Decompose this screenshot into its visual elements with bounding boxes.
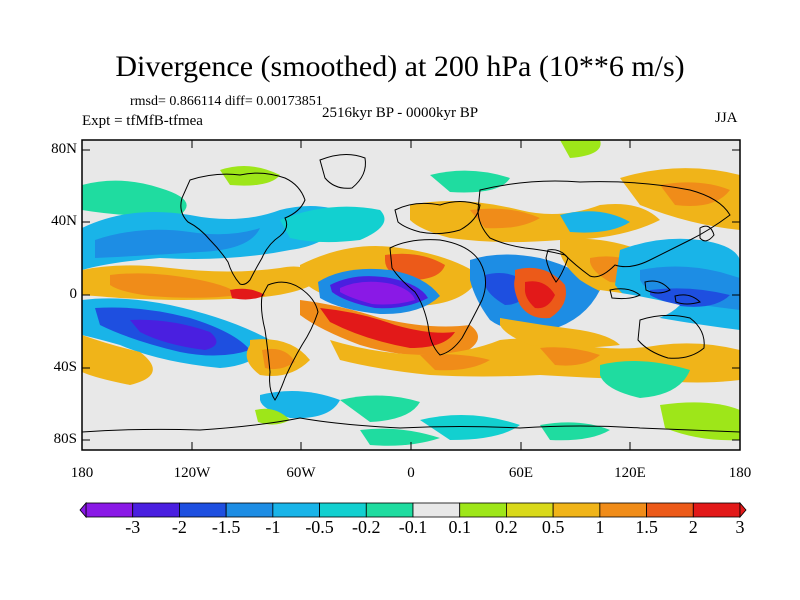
lon-tick-label: 120W — [173, 465, 211, 481]
colorbar-label: -2 — [171, 517, 187, 537]
coastline — [674, 294, 701, 305]
experiment-label: Expt = tfMfB-tfmea — [82, 113, 203, 129]
lon-tick-marks — [81, 140, 741, 450]
contour-region — [650, 288, 730, 307]
colorbar-label: 3 — [735, 517, 745, 537]
colorbar-label: -1 — [265, 517, 281, 537]
contour-region — [600, 361, 690, 398]
colorbar-swatch — [692, 502, 741, 518]
colorbar-label: 2 — [688, 517, 698, 537]
coastline — [477, 180, 731, 278]
lat-tick-label: 80S — [53, 431, 77, 447]
colorbar-swatch — [552, 502, 601, 518]
contour-region — [470, 208, 540, 229]
coastline — [260, 281, 319, 401]
colorbar — [85, 502, 741, 518]
colorbar-swatch — [646, 502, 694, 518]
lon-tick-label: 60E — [508, 465, 534, 481]
period-label: 2516kyr BP - 0000kyr BP — [322, 105, 479, 121]
coastline — [319, 154, 366, 189]
contour-region — [130, 319, 217, 350]
contour-region — [540, 422, 610, 441]
colorbar-swatch — [506, 502, 554, 518]
colorbar-label: 0.2 — [495, 517, 518, 537]
colorbar-swatch — [132, 502, 180, 518]
colorbar-label: 0.5 — [541, 517, 565, 537]
lon-tick-label: 180 — [728, 465, 752, 481]
lat-tick-label: 40N — [51, 213, 77, 229]
contour-region — [220, 166, 280, 186]
lon-tick-label: 120E — [614, 465, 646, 481]
contour-region — [260, 391, 340, 419]
colorbar-swatch — [459, 502, 507, 518]
contour-region — [82, 180, 187, 216]
contour-region — [95, 228, 260, 258]
colorbar-label: -1.5 — [211, 517, 241, 537]
coastline — [180, 172, 306, 285]
colorbar-swatch — [225, 502, 274, 518]
contour-region — [230, 288, 265, 300]
colorbar-high-triangle — [739, 501, 747, 519]
coastline — [637, 314, 705, 359]
lon-tick-label: 60W — [286, 465, 316, 481]
contour-region — [340, 395, 420, 422]
coastline — [389, 239, 486, 356]
contour-region — [560, 211, 630, 233]
colorbar-swatch — [365, 502, 414, 518]
coastline — [394, 201, 481, 235]
colorbar-swatch — [85, 502, 134, 518]
lat-tick-marks — [82, 149, 740, 441]
coastline — [699, 225, 715, 242]
colorbar-swatch — [412, 502, 461, 518]
lat-tick-label: 40S — [53, 359, 77, 375]
season-label: JJA — [715, 110, 738, 126]
stats-label: rmsd= 0.866114 diff= 0.00173851 — [130, 94, 323, 109]
colorbar-label: 1 — [595, 517, 605, 537]
contour-region — [540, 347, 600, 366]
contour-region — [524, 281, 555, 309]
contour-region — [262, 348, 295, 370]
colorbar-label: -3 — [125, 517, 141, 537]
figure-title: Divergence (smoothed) at 200 hPa (10**6 … — [115, 50, 685, 83]
colorbar-label: -0.5 — [305, 517, 334, 537]
contour-region — [280, 206, 385, 243]
colorbar-swatch — [599, 502, 647, 518]
colorbar-label: -0.1 — [398, 517, 428, 537]
colorbar-swatch — [179, 502, 227, 518]
contour-region — [360, 428, 440, 446]
lat-tick-label: 0 — [69, 286, 78, 302]
contour-region — [340, 281, 415, 305]
coastlines — [82, 154, 740, 433]
lat-tick-label: 80N — [51, 141, 77, 157]
coastline — [82, 417, 740, 433]
contour-region — [430, 170, 510, 193]
contour-region — [320, 308, 455, 348]
coastline — [609, 288, 641, 300]
contour-region — [500, 318, 620, 348]
contour-region — [420, 354, 490, 371]
colorbar-swatch — [319, 502, 367, 518]
contour-region — [110, 273, 240, 298]
colorbar-label: 1.5 — [635, 517, 658, 537]
coastline — [644, 280, 671, 294]
coastline — [545, 249, 569, 283]
colorbar-swatch — [272, 502, 320, 518]
contour-region — [82, 335, 153, 385]
colorbar-label: 0.1 — [448, 517, 471, 537]
lon-tick-label: 0 — [407, 465, 415, 481]
contour-region — [660, 182, 730, 206]
contour-region — [420, 415, 520, 440]
colorbar-label: -0.2 — [352, 517, 381, 537]
colorbar-low-triangle — [79, 501, 87, 519]
contour-region — [560, 140, 601, 158]
lon-tick-label: 180 — [70, 465, 94, 481]
contour-region — [255, 408, 290, 425]
